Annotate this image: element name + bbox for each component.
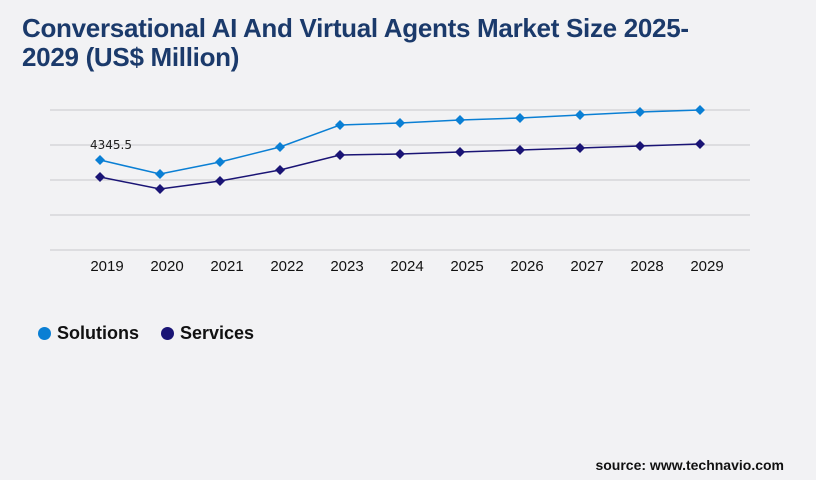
data-point-solutions — [215, 157, 225, 168]
legend-item-solutions[interactable]: Solutions — [38, 323, 139, 344]
data-point-solutions — [455, 115, 465, 126]
x-tick-label: 2029 — [690, 258, 723, 275]
data-point-solutions — [155, 169, 165, 180]
data-point-solutions — [575, 110, 585, 121]
data-point-solutions — [395, 118, 405, 129]
data-point-services — [395, 149, 405, 160]
x-tick-label: 2026 — [510, 258, 543, 275]
x-tick-label: 2024 — [390, 258, 423, 275]
x-tick-label: 2028 — [630, 258, 663, 275]
data-point-solutions — [515, 113, 525, 124]
legend: Solutions Services — [38, 323, 254, 344]
x-tick-label: 2027 — [570, 258, 603, 275]
x-tick-label: 2023 — [330, 258, 363, 275]
data-point-services — [575, 143, 585, 154]
x-tick-label: 2021 — [210, 258, 243, 275]
data-point-services — [455, 147, 465, 157]
legend-label-solutions: Solutions — [57, 323, 139, 343]
data-point-services — [335, 150, 345, 161]
data-point-services — [95, 171, 105, 182]
x-tick-label: 2019 — [90, 258, 123, 275]
data-point-solutions — [275, 142, 285, 153]
legend-marker-services-icon — [161, 327, 174, 340]
data-point-services — [275, 165, 285, 176]
x-tick-label: 2020 — [150, 258, 183, 275]
source-text: source: www.technavio.com — [595, 457, 784, 473]
data-point-services — [695, 139, 705, 150]
data-point-solutions — [335, 120, 345, 131]
data-point-solutions — [695, 105, 705, 115]
legend-marker-solutions-icon — [38, 327, 51, 340]
legend-item-services[interactable]: Services — [161, 323, 254, 344]
chart-title: Conversational AI And Virtual Agents Mar… — [22, 13, 689, 72]
data-point-services — [635, 141, 645, 152]
data-point-services — [215, 175, 225, 186]
line-chart: 2019 2020 2021 2022 2023 2024 2025 2026 2027 2028… — [50, 105, 750, 275]
data-point-services — [515, 145, 525, 156]
x-tick-label: 2025 — [450, 258, 483, 275]
data-point-solutions — [635, 107, 645, 118]
data-point-services — [155, 184, 165, 195]
x-tick-label: 2022 — [270, 258, 303, 275]
data-label: 4345.5 — [90, 138, 132, 152]
legend-label-services: Services — [180, 323, 255, 343]
data-point-solutions — [95, 155, 105, 166]
